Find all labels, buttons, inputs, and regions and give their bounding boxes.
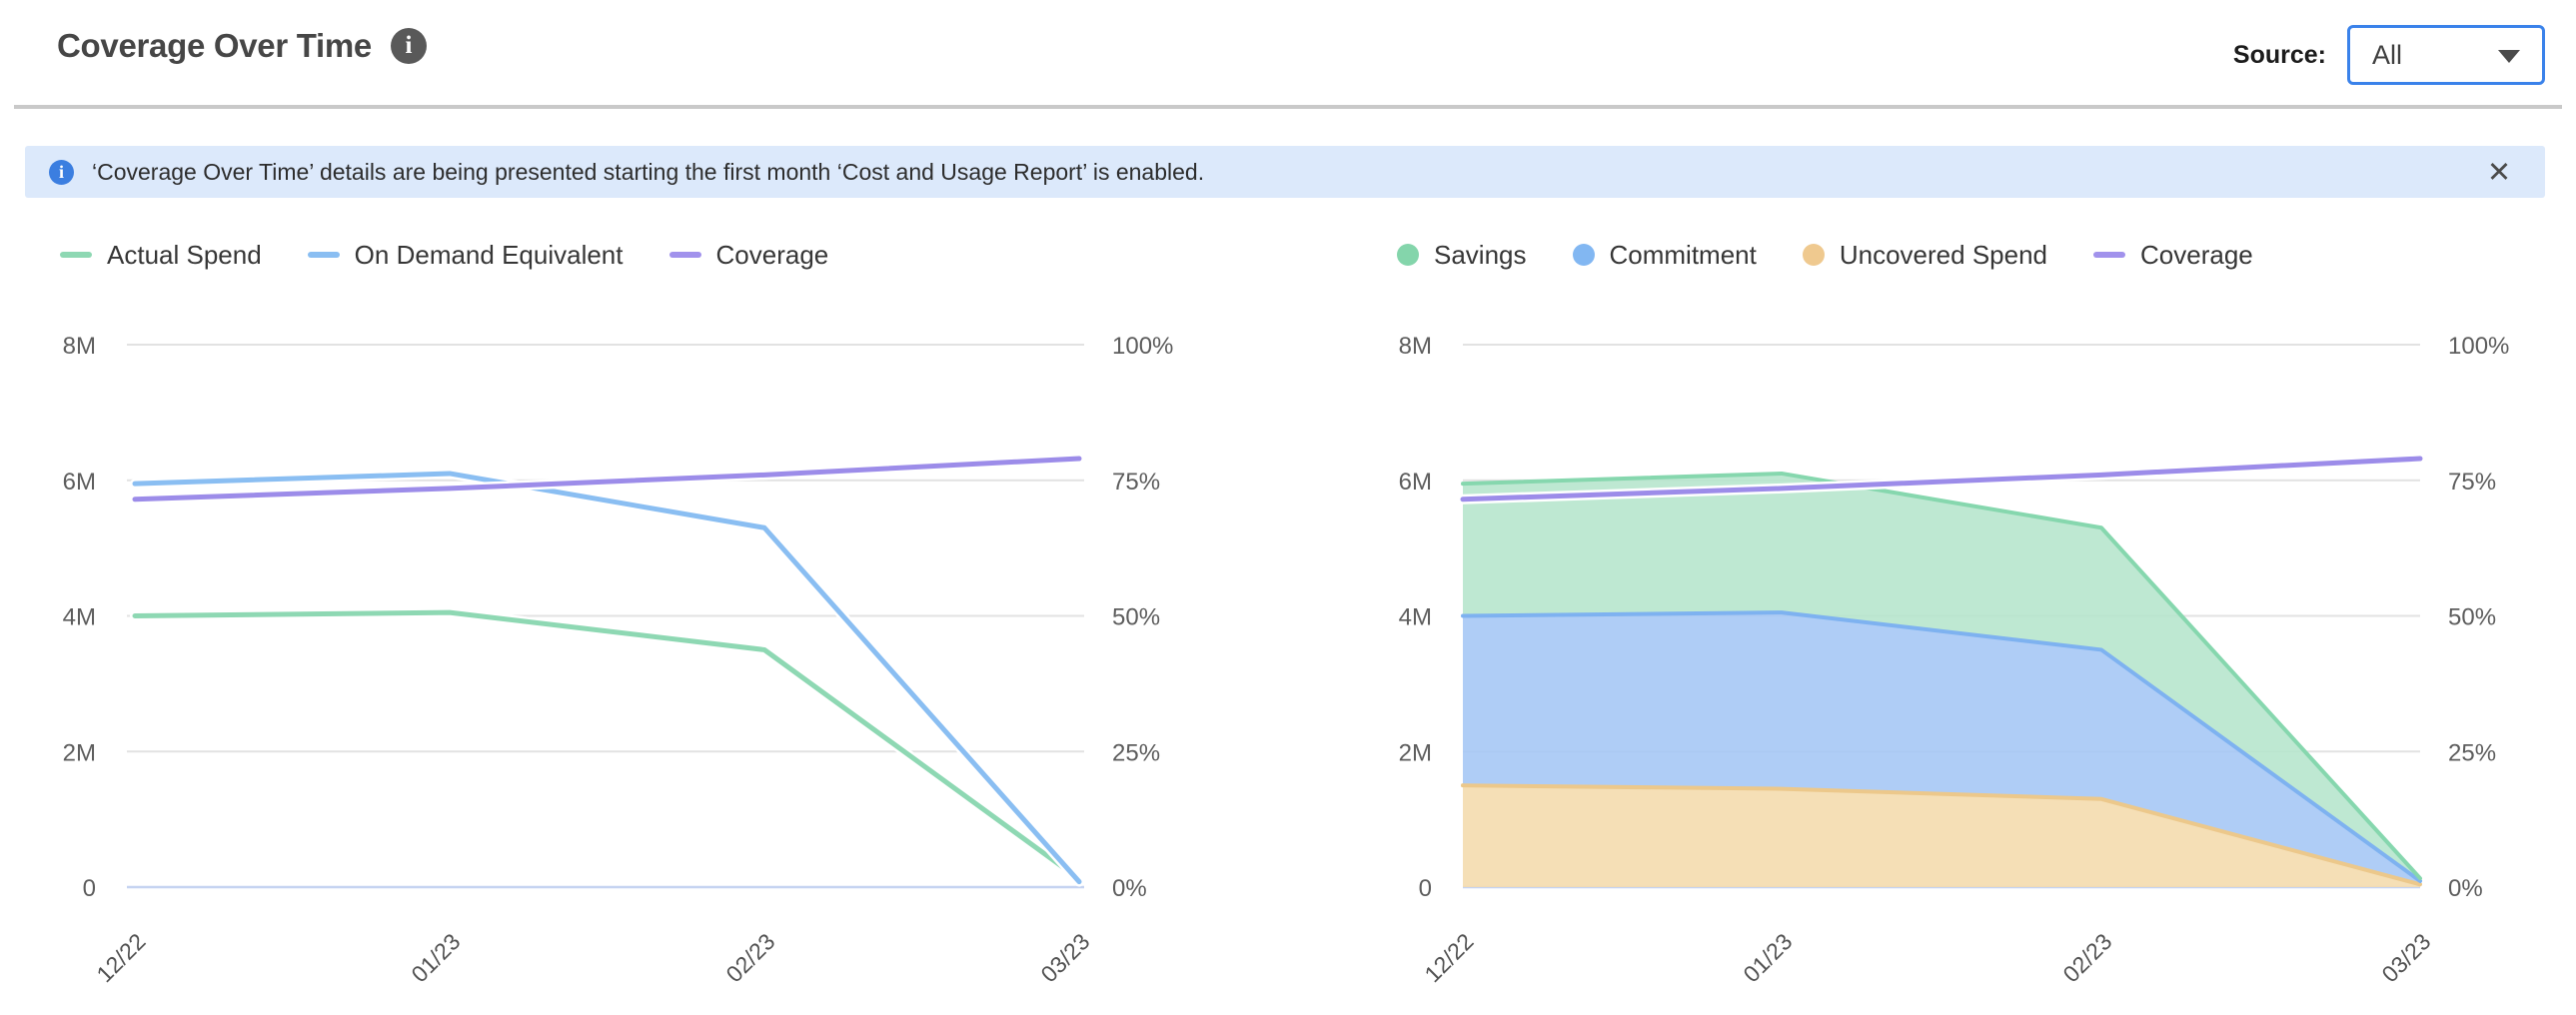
legend-label: Uncovered Spend bbox=[1839, 239, 2047, 270]
spend-lines-chart: 0 0% 2M 25% 4M 50% 6M 75% 8M 100% 12/22 01/23 02/23 0… bbox=[63, 333, 1174, 987]
x-axis-tick: 01/23 bbox=[1738, 928, 1797, 987]
actual-spend-swatch-icon bbox=[60, 252, 92, 258]
y-axis-right-tick: 100% bbox=[1112, 333, 1173, 360]
x-axis-tick: 03/23 bbox=[2376, 928, 2435, 987]
source-control: Source: All bbox=[2233, 25, 2545, 85]
y-axis-right-tick: 50% bbox=[1112, 604, 1160, 631]
source-dropdown-value: All bbox=[2372, 39, 2403, 70]
legend-item-coverage: Coverage bbox=[668, 239, 829, 271]
series-line-on-demand-equivalent bbox=[132, 471, 1082, 885]
legend-label: Coverage bbox=[2140, 239, 2253, 270]
y-axis-left-tick: 6M bbox=[63, 469, 96, 496]
legend-label: Savings bbox=[1434, 239, 1527, 270]
y-axis-right-tick: 25% bbox=[2448, 739, 2496, 766]
info-icon[interactable]: i bbox=[390, 28, 427, 64]
header-divider bbox=[14, 105, 2562, 109]
x-axis-tick: 12/22 bbox=[1419, 928, 1478, 987]
close-icon: ✕ bbox=[2486, 156, 2512, 189]
coverage-swatch-icon bbox=[2093, 252, 2125, 258]
y-axis-left-tick: 4M bbox=[1399, 604, 1432, 631]
legend-label: Actual Spend bbox=[107, 239, 262, 270]
legend-label: Commitment bbox=[1609, 239, 1757, 270]
y-axis-right-tick: 75% bbox=[2448, 469, 2496, 496]
uncovered-spend-swatch-icon bbox=[1802, 244, 1825, 266]
banner-text: ‘Coverage Over Time’ details are being p… bbox=[92, 159, 1205, 185]
y-axis-left-tick: 2M bbox=[63, 739, 96, 766]
series-line-actual-spend bbox=[132, 609, 1082, 882]
area-band-savings bbox=[1463, 473, 2420, 881]
banner-info-icon: i bbox=[49, 159, 74, 185]
x-axis-tick: 02/23 bbox=[2057, 928, 2116, 987]
x-axis-tick: 02/23 bbox=[720, 928, 779, 987]
spend-chart-legend: Actual Spend On Demand Equivalent Coverage bbox=[60, 238, 828, 272]
y-axis-left-tick: 0 bbox=[1419, 875, 1432, 902]
series-line-coverage bbox=[1460, 456, 2423, 503]
y-axis-left-tick: 0 bbox=[83, 875, 96, 902]
x-axis-tick: 12/22 bbox=[91, 928, 150, 987]
x-axis-tick: 03/23 bbox=[1035, 928, 1094, 987]
info-icon-glyph: i bbox=[405, 32, 413, 59]
legend-item-coverage: Coverage bbox=[2093, 240, 2253, 271]
y-axis-left-tick: 2M bbox=[1399, 739, 1432, 766]
legend-item-savings: Savings bbox=[1397, 240, 1527, 271]
legend-item-on-demand-equivalent: On Demand Equivalent bbox=[307, 239, 624, 271]
y-axis-left-tick: 8M bbox=[63, 333, 96, 360]
y-axis-right-tick: 50% bbox=[2448, 604, 2496, 631]
area-band-uncovered-spend bbox=[1463, 785, 2420, 887]
legend-item-commitment: Commitment bbox=[1572, 239, 1757, 271]
legend-label: Coverage bbox=[715, 239, 829, 270]
page-title: Coverage Over Time bbox=[57, 27, 372, 64]
coverage-swatch-icon bbox=[668, 252, 701, 258]
savings-swatch-icon bbox=[1397, 244, 1419, 266]
y-axis-left-tick: 6M bbox=[1399, 469, 1432, 496]
source-label: Source: bbox=[2232, 40, 2326, 69]
y-axis-right-tick: 25% bbox=[1112, 739, 1160, 766]
legend-item-actual-spend: Actual Spend bbox=[60, 240, 262, 271]
banner-close-button[interactable]: ✕ bbox=[2477, 146, 2521, 198]
chevron-down-icon bbox=[2498, 50, 2520, 63]
y-axis-right-tick: 75% bbox=[1112, 469, 1160, 496]
coverage-chart-legend: Savings Commitment Uncovered Spend Coverage bbox=[1397, 238, 2253, 272]
legend-label: On Demand Equivalent bbox=[354, 239, 624, 270]
source-dropdown[interactable]: All bbox=[2347, 25, 2545, 85]
series-line-coverage bbox=[132, 456, 1082, 503]
y-axis-left-tick: 8M bbox=[1399, 333, 1432, 360]
y-axis-right-tick: 100% bbox=[2448, 333, 2509, 360]
banner-info-glyph: i bbox=[58, 161, 64, 182]
area-band-commitment bbox=[1463, 612, 2420, 885]
y-axis-left-tick: 4M bbox=[63, 604, 96, 631]
info-banner: i ‘Coverage Over Time’ details are being… bbox=[25, 146, 2545, 198]
panel-header: Coverage Over Time i bbox=[57, 27, 427, 65]
y-axis-right-tick: 0% bbox=[1112, 875, 1147, 902]
x-axis-tick: 01/23 bbox=[406, 928, 465, 987]
legend-item-uncovered-spend: Uncovered Spend bbox=[1802, 239, 2047, 271]
commitment-swatch-icon bbox=[1572, 244, 1595, 266]
on-demand-equivalent-swatch-icon bbox=[307, 252, 340, 258]
coverage-area-chart: 0 0% 2M 25% 4M 50% 6M 75% 8M 100% 12/22 01/23 02/23 0… bbox=[1399, 333, 2510, 987]
y-axis-right-tick: 0% bbox=[2448, 875, 2483, 902]
